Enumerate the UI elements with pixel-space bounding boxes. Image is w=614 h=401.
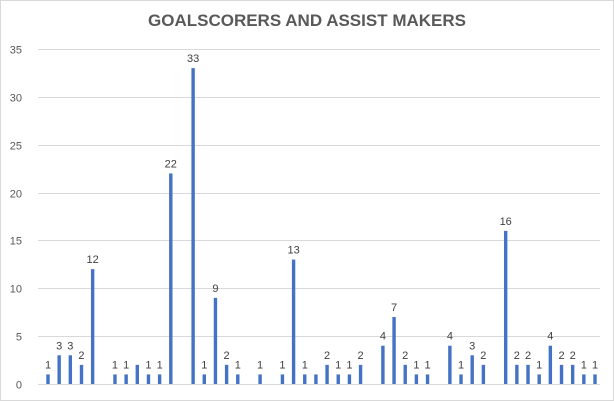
data-label: 1 [257, 359, 263, 371]
bar [291, 259, 296, 384]
y-tick-label: 25 [10, 141, 22, 153]
data-label: 13 [287, 245, 299, 257]
data-label: 2 [558, 350, 564, 362]
bar [124, 374, 128, 384]
data-label: 1 [581, 359, 587, 371]
bar [303, 374, 307, 384]
bar [57, 355, 61, 384]
bar [325, 364, 329, 384]
data-label: 22 [165, 158, 177, 170]
data-label: 1 [279, 359, 285, 371]
bar [582, 374, 586, 384]
bar [347, 374, 352, 384]
bar [392, 317, 396, 384]
y-tick-label: 0 [16, 380, 22, 392]
data-label: 3 [56, 340, 62, 352]
y-tick-label: 5 [16, 332, 22, 344]
bar [548, 345, 553, 384]
bar [146, 374, 151, 384]
data-label: 2 [570, 350, 576, 362]
y-axis-tick-labels: 0 5 10 15 20 25 30 35 [10, 45, 22, 392]
data-label: 33 [187, 53, 199, 65]
bar [414, 374, 419, 384]
data-label: 1 [424, 359, 430, 371]
bar [381, 345, 385, 384]
bar [570, 364, 575, 384]
data-label: 1 [45, 359, 51, 371]
y-tick-label: 30 [10, 93, 22, 105]
bar [526, 364, 530, 384]
bar [46, 374, 50, 384]
data-label: 1 [201, 359, 207, 371]
bar [403, 364, 407, 384]
y-tick-label: 15 [10, 236, 22, 248]
data-label: 1 [346, 359, 352, 371]
data-label: 1 [458, 359, 464, 371]
data-label: 1 [592, 359, 598, 371]
bar [113, 374, 117, 384]
data-label: 2 [525, 350, 531, 362]
y-tick-label: 20 [10, 189, 22, 201]
bars [46, 68, 597, 384]
data-label: 12 [87, 254, 99, 266]
chart-title: GOALSCORERS AND ASSIST MAKERS [148, 11, 466, 30]
data-label: 1 [536, 359, 542, 371]
bar [425, 374, 430, 384]
bar [459, 374, 463, 384]
data-label: 4 [547, 331, 553, 343]
data-label: 2 [224, 350, 230, 362]
data-label: 7 [391, 302, 397, 314]
y-tick-label: 35 [10, 45, 22, 57]
data-label: 1 [157, 359, 163, 371]
bar [503, 230, 508, 384]
bar [593, 374, 597, 384]
bar [202, 374, 206, 384]
bar [481, 364, 486, 384]
bar [358, 364, 363, 384]
bar [191, 68, 195, 384]
bar [68, 355, 73, 384]
bar [515, 364, 519, 384]
data-label: 1 [335, 359, 341, 371]
data-label: 2 [358, 350, 364, 362]
bar [236, 374, 240, 384]
bar [169, 173, 173, 384]
data-label: 16 [500, 216, 512, 228]
data-label: 9 [212, 283, 218, 295]
data-label: 1 [145, 359, 151, 371]
bar [559, 364, 564, 384]
data-label: 2 [480, 350, 486, 362]
data-label: 1 [413, 359, 419, 371]
data-label: 2 [402, 350, 408, 362]
data-label: 1 [302, 359, 308, 371]
bar [314, 374, 318, 384]
bar [79, 364, 84, 384]
bar [213, 297, 218, 384]
bar [224, 364, 229, 384]
y-tick-label: 10 [10, 284, 22, 296]
bar [470, 355, 474, 384]
data-label: 2 [324, 350, 330, 362]
data-label: 2 [78, 350, 84, 362]
bar [135, 364, 140, 384]
data-label: 1 [235, 359, 241, 371]
bar [336, 374, 340, 384]
data-label: 4 [447, 331, 453, 343]
data-label: 1 [112, 359, 118, 371]
data-label: 3 [469, 340, 475, 352]
bar [157, 374, 162, 384]
data-label: 2 [514, 350, 520, 362]
bar [537, 374, 541, 384]
bar [90, 269, 95, 384]
data-label: 4 [380, 331, 386, 343]
bar [448, 345, 452, 384]
data-label: 3 [67, 340, 73, 352]
bar [280, 374, 285, 384]
bar [258, 374, 262, 384]
gridlines [38, 49, 600, 385]
data-label: 1 [123, 359, 129, 371]
